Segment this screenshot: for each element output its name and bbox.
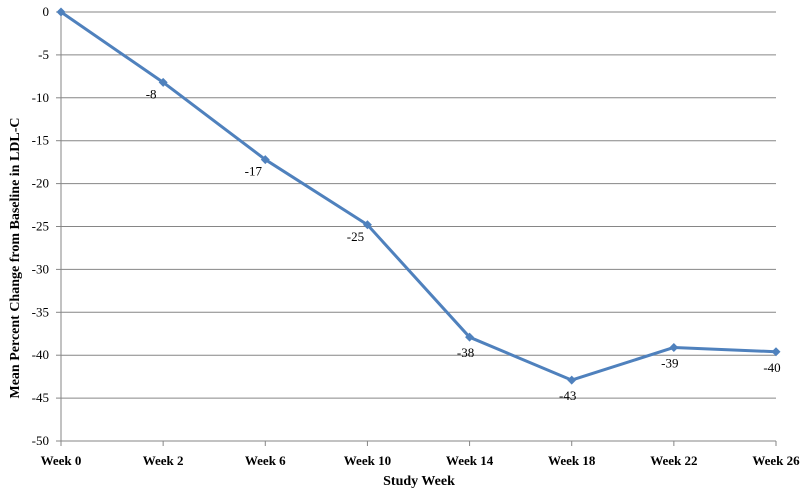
y-tick-label: -50 — [32, 433, 49, 448]
gridlines — [61, 11, 776, 442]
data-label: -17 — [245, 164, 263, 179]
x-tick-label: Week 2 — [143, 453, 184, 468]
y-tick-label: -5 — [38, 47, 49, 62]
data-point-marker — [158, 77, 168, 87]
x-tick-labels: Week 0 Week 2 Week 6 Week 10 Week 14 Week 18 W… — [41, 453, 801, 468]
axes — [56, 11, 777, 446]
y-tick-label: -45 — [32, 390, 49, 405]
data-label: -39 — [661, 355, 678, 370]
series-ldl-c — [56, 7, 781, 385]
data-label: -40 — [763, 360, 780, 375]
y-tick-labels: 0 -5 -10 -15 -20 -25 -30 -35 -40 -45 -50 — [32, 4, 49, 448]
data-point-marker — [362, 220, 372, 230]
y-axis-title: Mean Percent Change from Baseline in LDL… — [8, 117, 23, 398]
y-tick-label: -40 — [32, 347, 49, 362]
data-point-marker — [465, 332, 475, 342]
y-tick-label: -30 — [32, 261, 49, 276]
x-tick-label: Week 6 — [245, 453, 286, 468]
y-tick-label: -35 — [32, 304, 49, 319]
y-tick-label: 0 — [43, 4, 50, 19]
x-tick-label: Week 10 — [344, 453, 391, 468]
data-point-marker — [567, 375, 577, 385]
data-label: -8 — [146, 86, 157, 101]
x-tick-label: Week 22 — [650, 453, 697, 468]
data-label: -43 — [559, 388, 576, 403]
x-axis-title: Study Week — [383, 474, 455, 489]
data-point-marker — [260, 155, 270, 165]
y-tick-label: -15 — [32, 133, 49, 148]
data-label: -25 — [347, 229, 364, 244]
x-tick-label: Week 18 — [548, 453, 596, 468]
x-tick-label: Week 0 — [41, 453, 82, 468]
data-label: -38 — [457, 345, 474, 360]
data-point-marker — [669, 342, 679, 352]
data-point-marker — [56, 7, 66, 17]
y-tick-label: -10 — [32, 90, 49, 105]
x-tick-label: Week 26 — [752, 453, 800, 468]
y-tick-label: -20 — [32, 176, 49, 191]
x-tick-label: Week 14 — [446, 453, 494, 468]
data-labels: -8 -17 -25 -38 -43 -39 -40 — [146, 86, 781, 403]
data-point-marker — [771, 347, 781, 357]
y-tick-label: -25 — [32, 219, 49, 234]
series-line — [60, 10, 777, 382]
